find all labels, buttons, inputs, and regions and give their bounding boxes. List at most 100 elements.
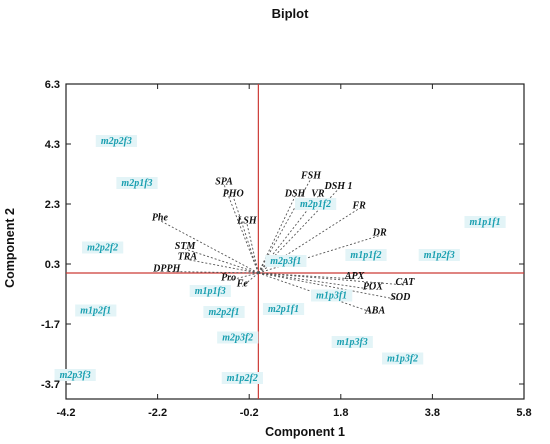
observation-label: m2p2f3: [101, 136, 132, 147]
observation-label: m1p2f3: [424, 250, 455, 261]
variable-label: FR: [351, 201, 366, 212]
observation-label: m2p1f2: [300, 199, 331, 210]
observation-label: m2p1f1: [268, 304, 299, 315]
y-tick-label: 0.3: [45, 259, 60, 271]
observation-point: m1p2f1: [75, 304, 117, 317]
observation-point: m2p3f1: [265, 255, 307, 267]
observation-label-bg: [418, 249, 460, 261]
variable-label: Phe: [152, 213, 169, 224]
plot-border: [65, 83, 525, 400]
observation-point: m1p1f2: [345, 249, 387, 261]
vector-line: [184, 248, 259, 274]
observation-label-bg: [311, 289, 353, 302]
variable-label: DSH: [284, 189, 307, 200]
variable-label: FSH: [300, 171, 322, 182]
variable-label: TRA: [178, 252, 198, 263]
observation-label: m2p3f2: [222, 333, 253, 344]
vector-line: [228, 272, 259, 281]
variable-label: CAT: [395, 277, 415, 288]
reference-lines: [66, 84, 524, 399]
x-tick-label: -4.2: [57, 407, 76, 419]
variable-label: PHO: [223, 189, 244, 200]
variable-label: Pro: [221, 273, 236, 284]
variable-label: Fe: [236, 279, 249, 290]
observation-point: m2p2f2: [82, 241, 124, 254]
variable-label: DPPH: [152, 264, 181, 275]
observation-point: m1p3f2: [382, 352, 424, 365]
observation-label: m1p3f2: [387, 354, 418, 365]
observation-label: m2p1f3: [121, 178, 152, 189]
observation-label-bg: [331, 336, 373, 348]
observation-point: m2p1f1: [262, 303, 305, 315]
observation-label-bg: [221, 372, 263, 384]
observation-labels: m2p2f3 m2p1f3 m2p2f2 m1p2f1 m2p3f3 m1p1f3 m2p2…: [54, 135, 506, 384]
vector-line: [166, 271, 259, 274]
vector-line: [232, 196, 259, 274]
variable-label: DR: [372, 228, 387, 239]
observation-label-bg: [262, 303, 305, 315]
observation-label-bg: [217, 331, 259, 344]
observation-point: m2p1f2: [295, 198, 337, 210]
variable-label: SOD: [390, 292, 410, 303]
vector-line: [258, 272, 355, 280]
plot-frame: [65, 83, 525, 400]
vector-line: [246, 223, 259, 274]
x-axis-label: Component 1: [265, 425, 345, 439]
variable-label: STM: [175, 241, 197, 252]
observation-label-bg: [116, 177, 158, 189]
x-tick-label: 1.8: [333, 407, 348, 419]
y-axis-label: Component 2: [3, 208, 17, 288]
observation-label-bg: [295, 198, 337, 210]
y-tick-label: 6.3: [45, 79, 60, 91]
observation-label: m1p3f1: [316, 291, 347, 302]
observation-label: m1p2f1: [80, 306, 111, 317]
vector-line: [187, 259, 259, 274]
observation-label-bg: [54, 369, 96, 381]
vector-line: [258, 272, 401, 301]
observation-point: m2p2f3: [95, 135, 137, 147]
observation-label: m1p3f3: [337, 337, 368, 348]
observation-point: m1p1f1: [464, 216, 506, 228]
observation-point: m2p2f1: [203, 306, 245, 318]
observation-label: m2p3f3: [60, 370, 91, 381]
observation-point: m1p2f3: [418, 249, 460, 261]
observation-label: m2p2f1: [208, 307, 239, 318]
y-tick-label: -1.7: [41, 319, 60, 331]
observation-label-bg: [75, 304, 117, 317]
variable-label: SPA: [215, 177, 233, 188]
x-tick-label: -0.2: [240, 407, 259, 419]
observation-point: m2p1f3: [116, 177, 158, 189]
variable-label: POX: [363, 282, 383, 293]
observation-label-bg: [189, 285, 231, 297]
observation-label-bg: [464, 216, 506, 228]
observation-label: m1p1f2: [350, 250, 381, 261]
variable-label: LSH: [236, 216, 258, 227]
observation-label-bg: [382, 352, 424, 365]
variable-label: VR: [311, 189, 325, 200]
observation-label: m1p2f2: [227, 373, 258, 384]
vector-line: [159, 220, 259, 274]
observation-label-bg: [345, 249, 387, 261]
vector-line: [242, 272, 259, 287]
observation-label-bg: [95, 135, 137, 147]
chart-title: Biplot: [272, 6, 309, 21]
y-tick-label: -3.7: [41, 379, 60, 391]
observation-label-bg: [265, 255, 307, 267]
x-tick-label: -2.2: [148, 407, 167, 419]
variable-label: APX: [344, 271, 365, 282]
x-tick-label: 3.8: [425, 407, 440, 419]
observation-point: m2p3f3: [54, 369, 96, 381]
y-tick-label: 4.3: [45, 139, 60, 151]
y-tick-label: 2.3: [45, 199, 60, 211]
observation-point: m1p2f2: [221, 372, 263, 384]
observation-label: m2p3f1: [270, 256, 301, 267]
observation-point: m2p3f2: [217, 331, 259, 344]
observation-label: m2p2f2: [87, 243, 118, 254]
vector-line: [258, 272, 405, 286]
observation-label: m1p1f1: [470, 217, 501, 228]
x-tick-label: 5.8: [516, 407, 531, 419]
observation-point: m1p3f1: [311, 289, 353, 302]
observation-point: m1p3f3: [331, 336, 373, 348]
variable-label: ABA: [364, 306, 385, 317]
